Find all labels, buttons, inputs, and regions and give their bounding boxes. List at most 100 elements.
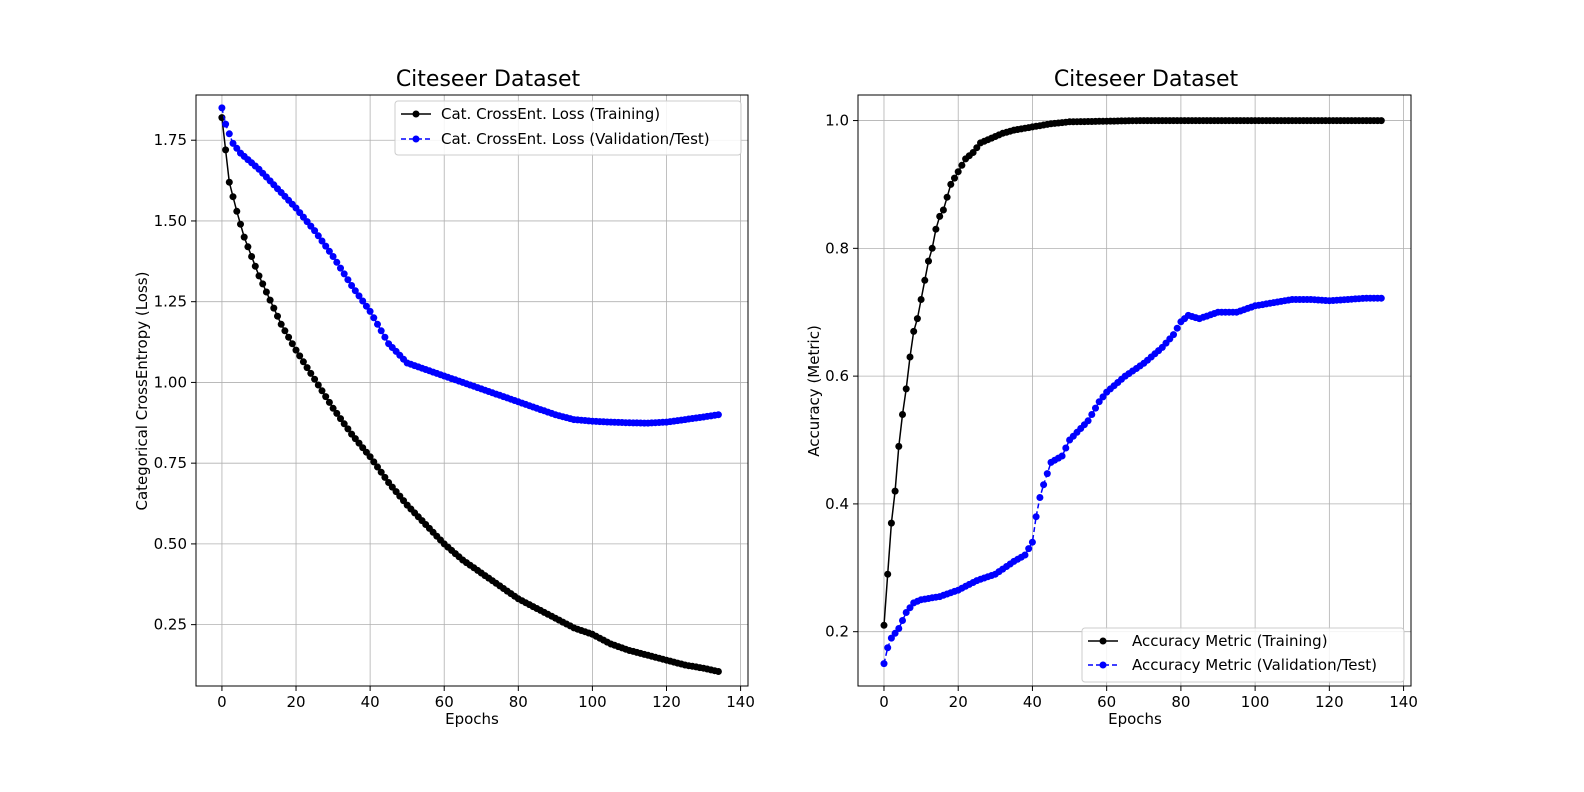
accuracy-training-point <box>925 257 932 265</box>
loss-training-point <box>274 312 281 320</box>
loss-training-point <box>370 458 378 466</box>
accuracy-validation-point <box>1084 417 1092 425</box>
loss-training-point <box>240 233 248 241</box>
loss-legend-training-label: Cat. CrossEnt. Loss (Training) <box>441 105 660 123</box>
loss-validation-point <box>374 320 381 328</box>
accuracy-validation-point <box>1099 393 1107 401</box>
loss-y-tick-label: 0.25 <box>154 616 187 634</box>
loss-training-point <box>340 420 348 428</box>
loss-validation-point <box>381 333 389 341</box>
loss-training-point <box>281 327 289 335</box>
accuracy-validation-point <box>880 660 888 668</box>
loss-y-tick-label: 1.75 <box>154 131 187 149</box>
accuracy-training-point <box>921 276 929 284</box>
accuracy-training-point <box>1377 117 1385 125</box>
accuracy-validation-point <box>1040 481 1048 489</box>
loss-x-tick-label: 80 <box>509 693 528 711</box>
accuracy-validation-point <box>902 609 910 616</box>
loss-training-point <box>288 340 296 348</box>
loss-training-point <box>333 409 341 417</box>
loss-training-point <box>255 272 263 280</box>
accuracy-validation-point <box>1170 331 1177 339</box>
accuracy-y-tick-label: 1.0 <box>825 112 849 130</box>
loss-validation-point <box>355 292 363 300</box>
accuracy-validation-point <box>1043 470 1051 478</box>
loss-validation-point <box>344 276 352 284</box>
accuracy-training-point <box>939 206 947 214</box>
loss-training-point <box>329 404 337 412</box>
loss-y-tick-label: 1.50 <box>154 212 187 230</box>
loss-validation-point <box>318 237 326 245</box>
accuracy-training-point <box>932 225 940 233</box>
accuracy-training-point <box>880 621 888 629</box>
loss-x-tick-label: 100 <box>578 693 607 711</box>
loss-legend-box <box>394 100 742 156</box>
loss-training-point <box>233 207 241 215</box>
loss-training-point <box>244 243 252 251</box>
accuracy-validation-point <box>1095 398 1103 406</box>
accuracy-y-tick-label: 0.6 <box>825 367 849 385</box>
loss-validation-point <box>348 282 356 289</box>
accuracy-validation-point <box>1021 551 1029 559</box>
accuracy-validation-point <box>1092 404 1099 412</box>
loss-training-point <box>322 393 330 401</box>
loss-training-point <box>344 425 352 433</box>
loss-validation-point <box>314 232 322 240</box>
accuracy-legend-validation-label: Accuracy Metric (Validation/Test) <box>1132 656 1377 674</box>
loss-training-point <box>292 346 300 354</box>
loss-training-point <box>251 262 259 270</box>
loss-training-point <box>314 381 322 389</box>
loss-training-point <box>266 296 274 304</box>
loss-y-axis-label: Categorical CrossEntropy (Loss) <box>133 272 151 511</box>
accuracy-validation-point <box>884 644 892 652</box>
accuracy-validation-point <box>1028 538 1036 546</box>
loss-validation-point <box>366 307 374 315</box>
loss-chart: Citeseer Dataset Epochs Categorical Cros… <box>133 67 755 728</box>
accuracy-validation-point <box>899 617 906 624</box>
accuracy-training-point <box>943 193 951 201</box>
loss-training-point <box>248 253 256 260</box>
accuracy-training-point <box>899 411 906 418</box>
loss-training-point <box>225 178 233 186</box>
loss-training-point <box>303 364 311 372</box>
accuracy-training-point <box>954 168 962 176</box>
accuracy-training-point <box>951 174 958 182</box>
loss-training-point <box>714 668 722 675</box>
loss-chart-title: Citeseer Dataset <box>396 67 581 92</box>
accuracy-training-point <box>891 487 899 495</box>
loss-training-point <box>318 387 326 395</box>
loss-validation-point <box>225 130 233 138</box>
accuracy-x-tick-label: 20 <box>949 693 968 711</box>
accuracy-validation-point <box>1062 444 1070 452</box>
accuracy-plot-frame <box>857 94 1412 687</box>
accuracy-validation-point <box>906 604 914 612</box>
loss-training-point <box>285 333 293 341</box>
loss-validation-point <box>362 302 370 310</box>
accuracy-x-tick-label: 40 <box>1023 693 1042 711</box>
accuracy-validation-point <box>1377 294 1385 302</box>
accuracy-training-point <box>895 442 903 450</box>
accuracy-training-point <box>910 327 918 335</box>
accuracy-plot-area: 0 20 40 60 80 100 120 140 0.2 0.4 0.6 0.8 1.0 <box>825 94 1418 711</box>
accuracy-training-point <box>902 385 910 393</box>
loss-training-point <box>325 398 333 406</box>
loss-legend-validation-marker <box>412 135 420 143</box>
loss-training-point <box>277 320 285 328</box>
accuracy-y-tick-label: 0.2 <box>825 623 849 641</box>
accuracy-training-point <box>928 244 936 252</box>
accuracy-x-tick-label: 60 <box>1097 693 1116 711</box>
loss-validation-point <box>329 253 337 260</box>
accuracy-y-tick-label: 0.4 <box>825 495 849 513</box>
loss-training-point <box>311 375 319 383</box>
accuracy-training-point <box>958 161 966 169</box>
accuracy-x-tick-label: 100 <box>1241 693 1270 711</box>
loss-y-tick-label: 1.25 <box>154 293 187 311</box>
loss-validation-point <box>351 287 359 295</box>
accuracy-validation-point <box>1025 545 1033 553</box>
loss-validation-point <box>359 297 367 305</box>
loss-validation-point <box>233 144 241 152</box>
loss-x-tick-label: 20 <box>286 693 305 711</box>
loss-training-point <box>270 304 278 312</box>
loss-training-point <box>222 146 230 154</box>
accuracy-legend-training-label: Accuracy Metric (Training) <box>1132 632 1328 650</box>
